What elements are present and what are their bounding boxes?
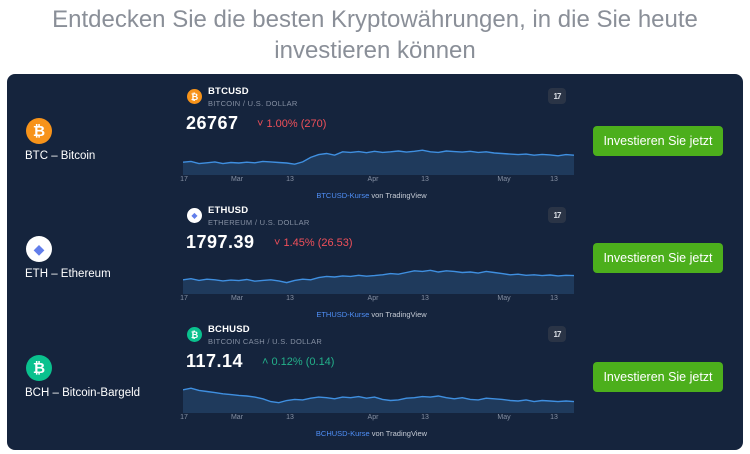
axis-tick: Apr: [367, 295, 379, 302]
invest-button-bch[interactable]: Investieren Sie jetzt: [593, 362, 723, 392]
symbol-ticker: BCHUSD: [208, 324, 250, 335]
price-change: ˄ 0.12% (0.14): [262, 356, 335, 368]
sparkline-area: [183, 270, 574, 294]
tradingview-logo-icon[interactable]: 17: [548, 326, 566, 342]
symbol-description: BITCOIN / U.S. DOLLAR: [208, 99, 298, 108]
coin-name: BTC – Bitcoin: [25, 150, 96, 162]
sparkline-line: [183, 269, 574, 284]
axis-tick: May: [497, 176, 511, 183]
axis-tick: 13: [421, 176, 429, 183]
attribution: BCHUSD-Kurse von TradingView: [175, 429, 568, 438]
price-value: 117.14: [186, 351, 244, 371]
page-headline: Entdecken Sie die besten Kryptowährungen…: [52, 6, 698, 64]
coin-info: ₿ BTC – Bitcoin: [25, 118, 165, 162]
attribution-link[interactable]: BCHUSD-Kurse: [315, 429, 370, 438]
time-axis: 17 Mar 13 Apr 13 May 13: [180, 176, 574, 186]
price-value: 26767: [186, 113, 239, 133]
crypto-row-eth: ◆ ETH – Ethereum ◆ ETHUSD ETHEREUM / U.S…: [7, 200, 743, 319]
tradingview-widget[interactable]: ₿ BTCUSD BITCOIN / U.S. DOLLAR 17 26767 …: [175, 81, 574, 200]
sparkline-chart: [183, 269, 574, 294]
axis-tick: May: [497, 295, 511, 302]
tradingview-logo-icon[interactable]: 17: [548, 88, 566, 104]
axis-tick: Mar: [230, 414, 244, 421]
symbol-ticker: BTCUSD: [208, 86, 249, 97]
coin-name: ETH – Ethereum: [25, 268, 111, 280]
price-value: 1797.39: [186, 232, 255, 252]
attribution: ETHUSD-Kurse von TradingView: [175, 310, 568, 319]
symbol-description: BITCOIN CASH / U.S. DOLLAR: [208, 337, 323, 346]
tradingview-logo-icon[interactable]: 17: [548, 207, 566, 223]
axis-tick: 13: [286, 176, 294, 183]
sparkline-chart: [183, 149, 574, 175]
crypto-row-btc: ₿ BTC – Bitcoin ₿ BTCUSD BITCOIN / U.S. …: [7, 81, 743, 200]
ethereum-symbol-icon: ◆: [187, 208, 202, 223]
axis-tick: 13: [286, 295, 294, 302]
sparkline-area: [183, 150, 574, 175]
axis-tick: 13: [550, 414, 558, 421]
price-change: ˅ 1.45% (26.53): [274, 237, 353, 249]
coin-info: ₿ BCH – Bitcoin-Bargeld: [25, 355, 165, 399]
axis-tick: 13: [286, 414, 294, 421]
attribution-text: von TradingView: [369, 429, 428, 438]
attribution-text: von TradingView: [369, 191, 427, 200]
axis-tick: 13: [421, 295, 429, 302]
axis-tick: 13: [550, 176, 558, 183]
axis-tick: Apr: [367, 414, 379, 421]
attribution-link[interactable]: ETHUSD-Kurse: [316, 310, 370, 319]
axis-tick: 13: [550, 295, 558, 302]
axis-tick: 17: [180, 295, 188, 302]
axis-tick: Apr: [367, 176, 379, 183]
axis-tick: 17: [180, 176, 188, 183]
coin-name: BCH – Bitcoin-Bargeld: [25, 387, 141, 399]
bitcoin-cash-symbol-icon: ₿: [187, 327, 202, 342]
invest-button-btc[interactable]: Investieren Sie jetzt: [593, 126, 723, 156]
tradingview-widget[interactable]: ₿ BCHUSD BITCOIN CASH / U.S. DOLLAR 17 1…: [175, 319, 574, 438]
bitcoin-symbol-icon: ₿: [187, 89, 202, 104]
price-change: ˅ 1.00% (270): [257, 118, 327, 130]
invest-button-eth[interactable]: Investieren Sie jetzt: [593, 243, 723, 273]
sparkline-chart: [183, 387, 574, 413]
attribution: BTCUSD-Kurse von TradingView: [175, 191, 568, 200]
bitcoin-cash-logo-icon: ₿: [26, 355, 52, 381]
time-axis: 17 Mar 13 Apr 13 May 13: [180, 295, 574, 305]
sparkline-line: [183, 149, 574, 165]
coin-info: ◆ ETH – Ethereum: [25, 236, 165, 280]
time-axis: 17 Mar 13 Apr 13 May 13: [180, 414, 574, 424]
sparkline-line: [183, 387, 574, 404]
attribution-link[interactable]: BTCUSD-Kurse: [316, 191, 370, 200]
axis-tick: Mar: [230, 295, 244, 302]
tradingview-widget[interactable]: ◆ ETHUSD ETHEREUM / U.S. DOLLAR 17 1797.…: [175, 200, 574, 319]
axis-tick: 17: [180, 414, 188, 421]
ethereum-logo-icon: ◆: [26, 236, 52, 262]
axis-tick: Mar: [230, 176, 244, 183]
attribution-text: von TradingView: [369, 310, 427, 319]
bitcoin-logo-icon: ₿: [26, 118, 52, 144]
sparkline-area: [183, 388, 574, 413]
symbol-ticker: ETHUSD: [208, 205, 249, 216]
symbol-description: ETHEREUM / U.S. DOLLAR: [208, 218, 310, 227]
crypto-panel: ₿ BTC – Bitcoin ₿ BTCUSD BITCOIN / U.S. …: [7, 74, 743, 450]
crypto-row-bch: ₿ BCH – Bitcoin-Bargeld ₿ BCHUSD BITCOIN…: [7, 319, 743, 438]
axis-tick: May: [497, 414, 511, 421]
axis-tick: 13: [421, 414, 429, 421]
